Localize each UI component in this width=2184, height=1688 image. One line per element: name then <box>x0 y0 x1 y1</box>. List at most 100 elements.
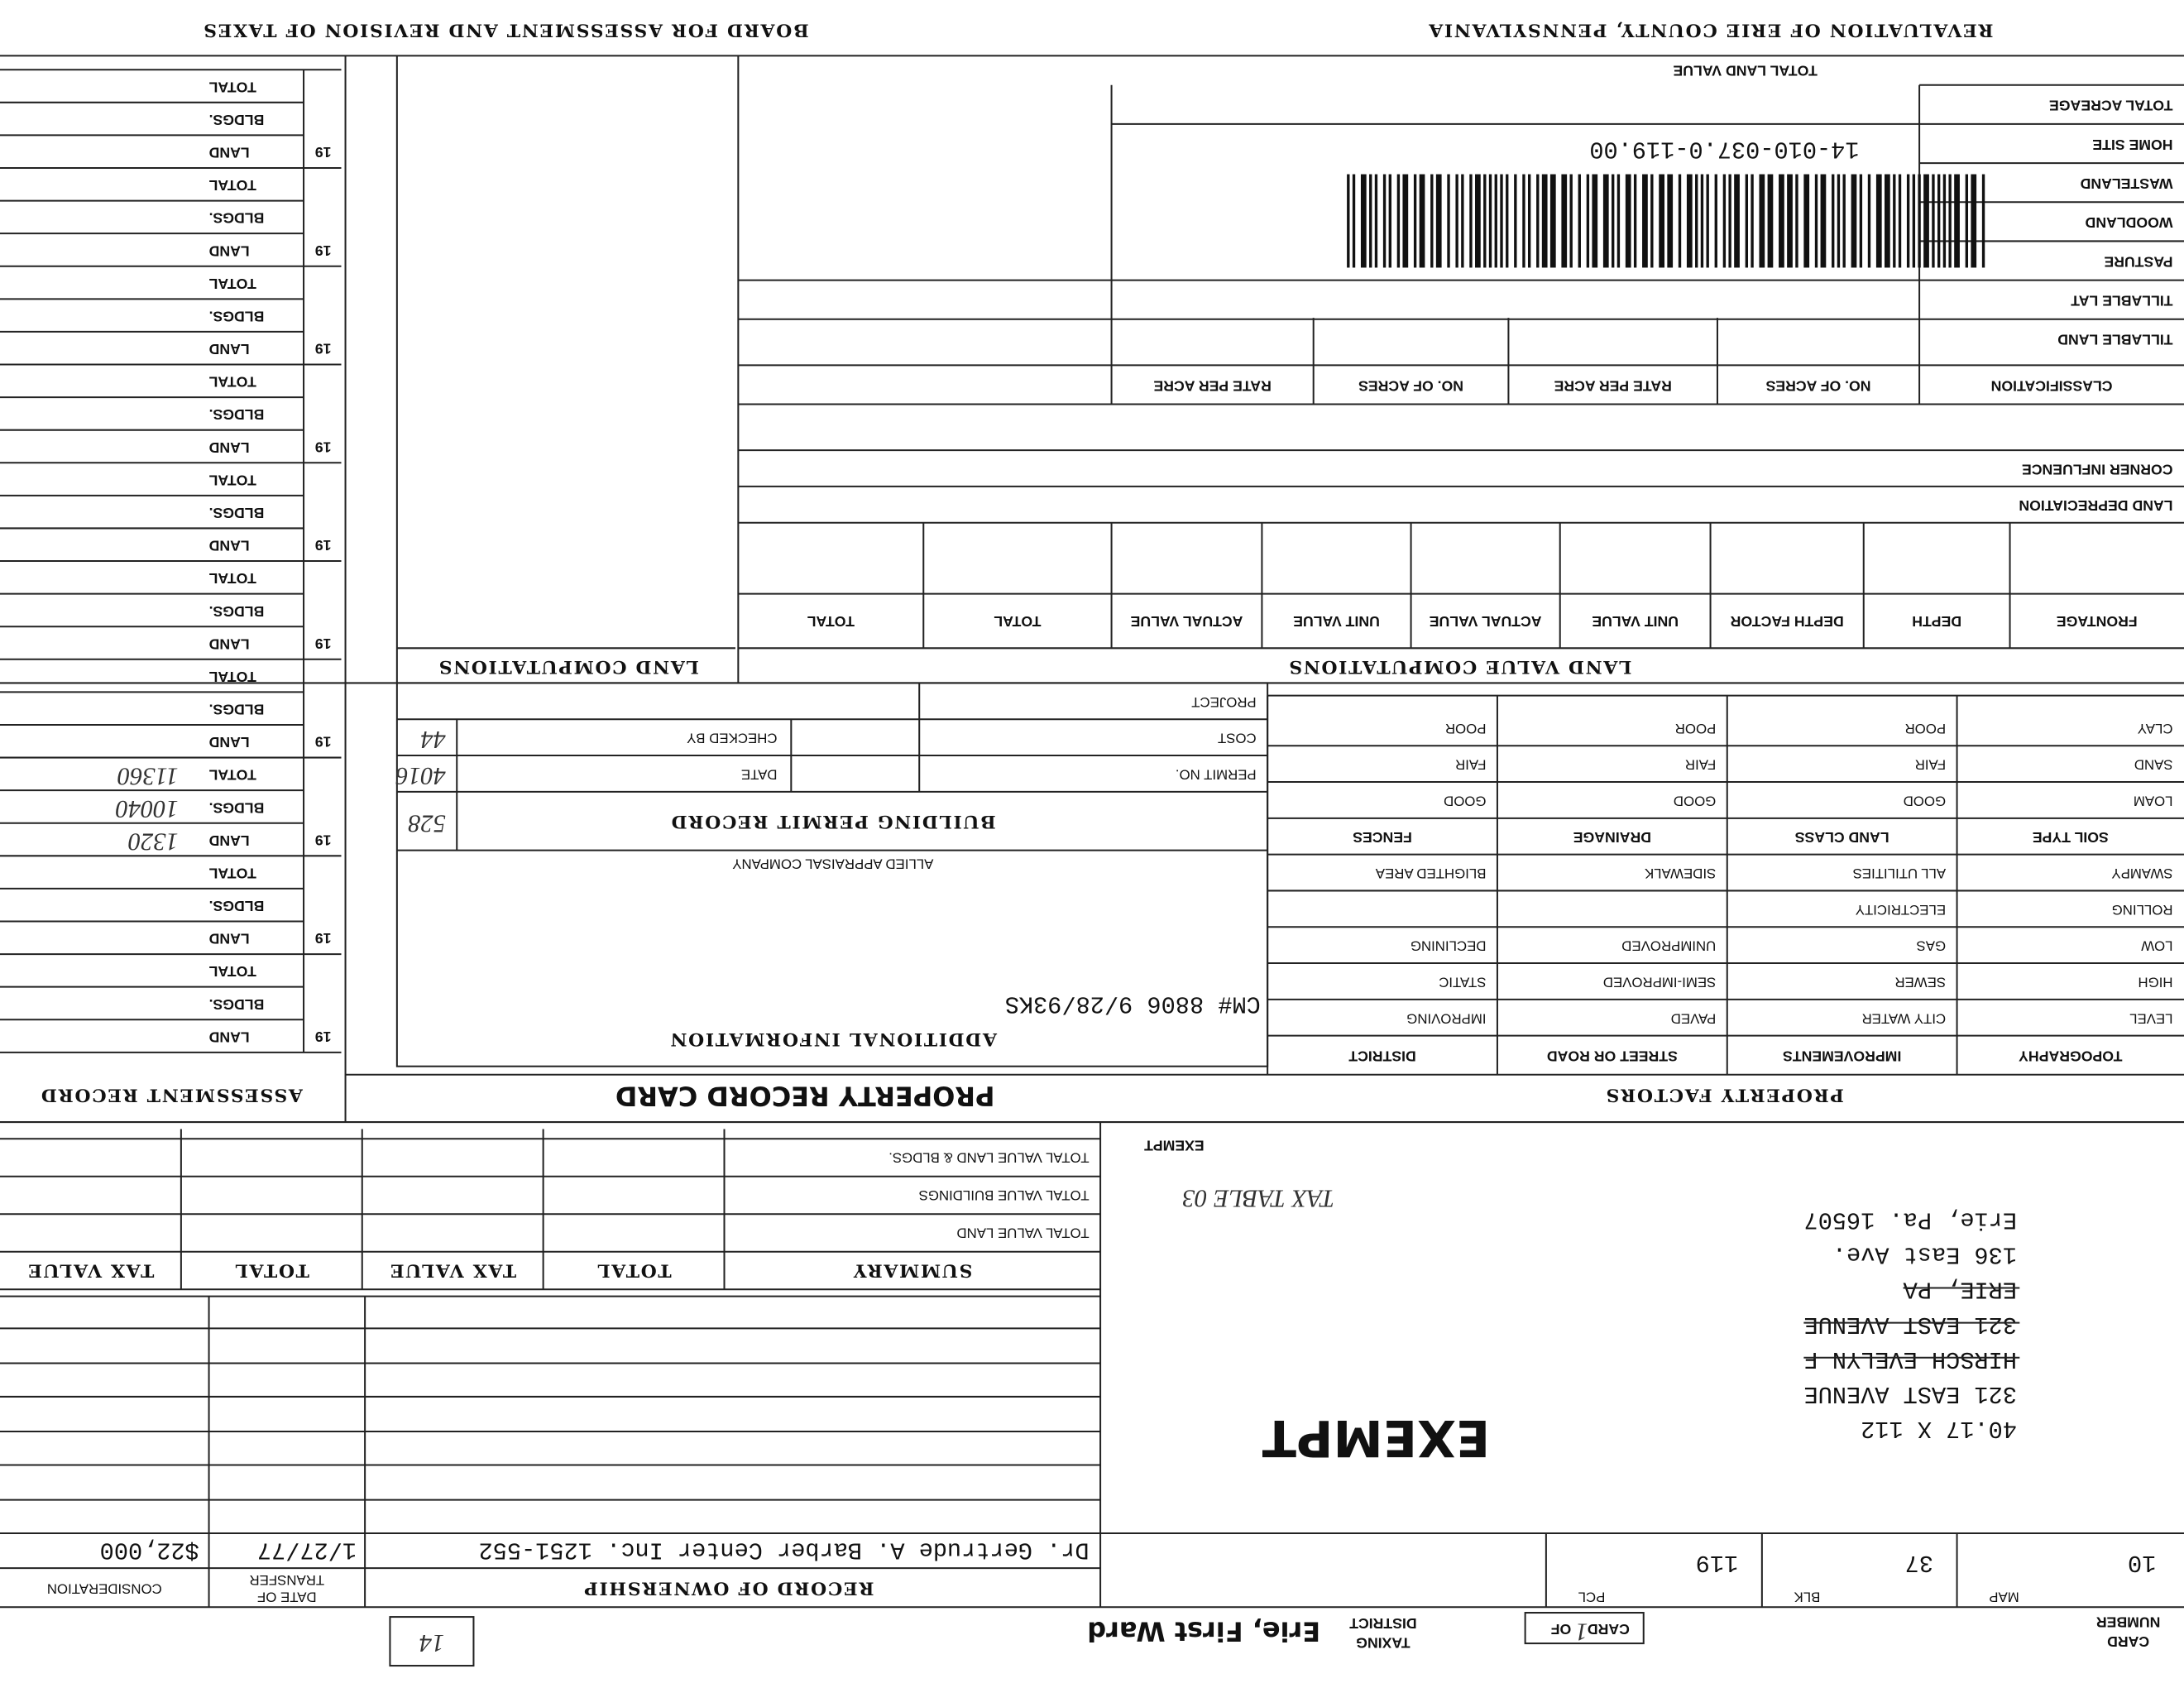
label: CARD <box>2107 1633 2149 1650</box>
barcode-bar <box>1360 174 1367 268</box>
address-line: HIRSCH EVELYN F <box>1803 1345 2016 1373</box>
label: RATE PER ACRE <box>1153 377 1272 394</box>
label: BLDGS. <box>209 210 265 227</box>
label: ADDITIONAL INFORMATION <box>669 1029 998 1050</box>
barcode-bar <box>1867 174 1871 268</box>
label: DATE <box>741 766 778 782</box>
barcode-bar <box>1522 174 1525 268</box>
label: CM# 8806 9/28/93KS <box>1005 990 1261 1017</box>
label: POOR <box>1675 721 1717 736</box>
label: DATE OF <box>257 1589 317 1604</box>
address-line: 40.17 X 112 <box>1861 1415 2017 1442</box>
label: DISTRICT <box>1348 1048 1416 1065</box>
label: BLIGHTED AREA <box>1375 866 1486 881</box>
label: TOTAL <box>807 613 854 630</box>
label: NO. OF ACRES <box>1358 377 1463 394</box>
label: TOTAL <box>208 865 256 881</box>
label: NUMBER <box>2096 1614 2161 1630</box>
label: TAX VALUE <box>26 1260 154 1282</box>
barcode-bar <box>1616 174 1621 268</box>
label: TOTAL <box>208 963 256 980</box>
label: PROPERTY RECORD CARD <box>615 1080 995 1111</box>
label: TOTAL <box>208 177 256 194</box>
label: TOTAL <box>994 613 1041 630</box>
handwritten: 11360 <box>117 762 178 790</box>
label: PROJECT <box>1191 694 1257 710</box>
label: CONSIDERATION <box>47 1580 162 1596</box>
label: 19 <box>315 537 332 554</box>
label: POOR <box>1905 721 1947 736</box>
barcode-bar <box>1923 174 1929 268</box>
address-line: ERIE, PA <box>1903 1276 2017 1303</box>
label: TOTAL ACREAGE <box>2049 98 2173 114</box>
label: REVALUATION OF ERIE COUNTY, PENNSYLVANIA <box>1428 19 1994 41</box>
label: LAND COMPUTATIONS <box>438 656 699 678</box>
label: TAXING <box>1356 1635 1410 1652</box>
label: 10 <box>2128 1549 2156 1576</box>
label: 37 <box>1905 1549 1933 1576</box>
barcode-bar <box>1475 174 1481 268</box>
label: SOIL TYPE <box>2033 829 2109 846</box>
label: PERMIT NO. <box>1176 766 1257 782</box>
label: BLDGS. <box>209 603 265 620</box>
label: MAP <box>1989 1589 2019 1604</box>
barcode-bar <box>1374 174 1378 268</box>
label: PCL <box>1578 1589 1606 1604</box>
barcode-bar <box>1625 174 1631 268</box>
label: BLDGS. <box>209 112 265 128</box>
barcode-bar <box>1695 174 1698 268</box>
barcode-bar <box>1937 174 1941 268</box>
label: SEWER <box>1894 974 1946 990</box>
barcode-bar <box>1851 174 1857 268</box>
barcode-bar <box>1842 174 1846 268</box>
barcode-bar <box>1686 174 1693 268</box>
barcode-bar <box>1650 174 1654 268</box>
label: IMPROVING <box>1406 1010 1486 1026</box>
label: RATE PER ACRE <box>1554 377 1672 394</box>
barcode-bar <box>1981 174 1985 268</box>
barcode-bar <box>1612 174 1615 268</box>
label: 19 <box>315 734 332 750</box>
barcode-bar <box>1767 174 1774 268</box>
label: ALLIED APPRAISAL COMPANY <box>732 856 933 871</box>
handwritten: 10040 <box>116 795 179 823</box>
label: COST <box>1218 731 1257 746</box>
barcode-bar <box>1347 174 1350 268</box>
label: TOTAL <box>208 79 256 95</box>
label: TOTAL LAND VALUE <box>1673 63 1818 79</box>
address-line: 321 EAST AVENUE <box>1803 1311 2016 1338</box>
label: 119 <box>1696 1549 1739 1576</box>
label: ALL UTILITIES <box>1853 866 1947 881</box>
parcel-id: 14-010-037.0-119.00 <box>1589 136 1859 163</box>
barcode-bar <box>1586 174 1590 268</box>
label: SIDEWALK <box>1644 866 1716 881</box>
barcode-bar <box>1602 174 1609 268</box>
barcode-bar <box>1447 174 1450 268</box>
box <box>1524 1612 1645 1645</box>
label: OF <box>1550 1621 1571 1638</box>
label: WASTELAND <box>2080 175 2172 192</box>
barcode-bar <box>1906 174 1910 268</box>
label: BLDGS. <box>209 799 265 816</box>
barcode-bar <box>1954 174 1960 268</box>
barcode-bar <box>1759 174 1765 268</box>
label: TOTAL <box>208 276 256 292</box>
label: LAND <box>208 341 249 357</box>
barcode-bar <box>1435 174 1442 268</box>
label: TOPOGRAPHY <box>2019 1048 2123 1065</box>
label: UNIMPROVED <box>1621 938 1716 954</box>
barcode-bar <box>1500 174 1503 268</box>
barcode-bar <box>1832 174 1835 268</box>
barcode-bar <box>1714 174 1717 268</box>
barcode-bar <box>1795 174 1798 268</box>
barcode-bar <box>1549 174 1556 268</box>
barcode-bar <box>1751 174 1754 268</box>
label: FAIR <box>1685 757 1716 773</box>
barcode-bar <box>1541 174 1548 268</box>
label: FENCES <box>1353 829 1412 846</box>
barcode-bar <box>1352 174 1356 268</box>
label: TOTAL <box>208 472 256 488</box>
barcode-bar <box>1388 174 1391 268</box>
label: NO. OF ACRES <box>1765 377 1870 394</box>
label: BUILDING PERMIT RECORD <box>670 811 996 832</box>
